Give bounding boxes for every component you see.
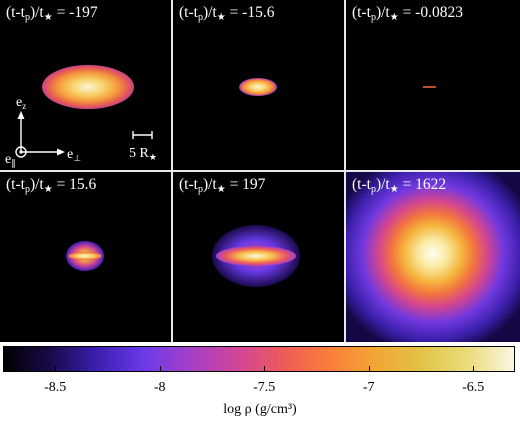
density-map-1: ez e⊥ e∥ 5 R★ xyxy=(5,65,157,168)
epar-circle-icon xyxy=(15,146,27,158)
panel-4-time-label: (t-tp)/t★ = 15.6 xyxy=(6,176,97,195)
scale-bar-label: 5 R★ xyxy=(129,146,157,162)
colorbar xyxy=(3,346,515,372)
density-map-2 xyxy=(239,78,277,96)
panel-1-time-label: (t-tp)/t★ = -197 xyxy=(6,4,98,23)
colorbar-tick-label: -7.5 xyxy=(253,380,276,395)
density-map-4 xyxy=(66,241,104,271)
epar-dot-icon xyxy=(19,150,23,154)
panel-5-time-label: (t-tp)/t★ = 197 xyxy=(179,176,266,195)
colorbar-tick-mark xyxy=(159,366,161,372)
eperp-arrowhead-icon xyxy=(57,148,65,156)
epar-label: e∥ xyxy=(5,152,16,168)
ez-arrowhead-icon xyxy=(17,111,25,119)
colorbar-tick-mark xyxy=(55,366,57,372)
panel-3: (t-tp)/t★ = -0.0823 xyxy=(346,0,517,170)
panel-3-time-label: (t-tp)/t★ = -0.0823 xyxy=(352,4,463,23)
panel-2: (t-tp)/t★ = -15.6 xyxy=(173,0,344,170)
colorbar-tick-label: -6.5 xyxy=(462,380,485,395)
star-density-blob xyxy=(68,252,102,260)
panel-6: (t-tp)/t★ = 1622 xyxy=(346,172,520,342)
colorbar-tick-mark xyxy=(264,366,266,372)
panel-6-time-label: (t-tp)/t★ = 1622 xyxy=(352,176,447,195)
panel-2-time-label: (t-tp)/t★ = -15.6 xyxy=(179,4,275,23)
star-density-blob xyxy=(216,246,296,266)
colorbar-tick-mark xyxy=(473,366,475,372)
eperp-label: e⊥ xyxy=(67,147,81,163)
colorbar-title: log ρ (g/cm³) xyxy=(223,402,297,417)
panel-4: (t-tp)/t★ = 15.6 xyxy=(0,172,171,342)
colorbar-tick-label: -7 xyxy=(362,380,375,395)
star-density-blob xyxy=(239,78,277,96)
density-map-3 xyxy=(423,86,436,88)
density-map-6 xyxy=(346,172,520,342)
panel-1: ez e⊥ e∥ 5 R★ (t-tp)/t★ = -197 xyxy=(0,0,171,170)
star-density-blob xyxy=(346,172,520,342)
colorbar-tick-label: -8 xyxy=(153,380,166,395)
panel-5: (t-tp)/t★ = 197 xyxy=(173,172,344,342)
ez-label: ez xyxy=(16,95,26,111)
density-map-5 xyxy=(212,225,300,287)
panel-divider-horizontal xyxy=(0,170,520,172)
colorbar-tick-mark xyxy=(368,366,370,372)
star-density-blob xyxy=(42,65,134,109)
simulation-panel-grid: ez e⊥ e∥ 5 R★ (t-tp)/t★ = -197 xyxy=(0,0,520,342)
colorbar-tick-label: -8.5 xyxy=(44,380,67,395)
